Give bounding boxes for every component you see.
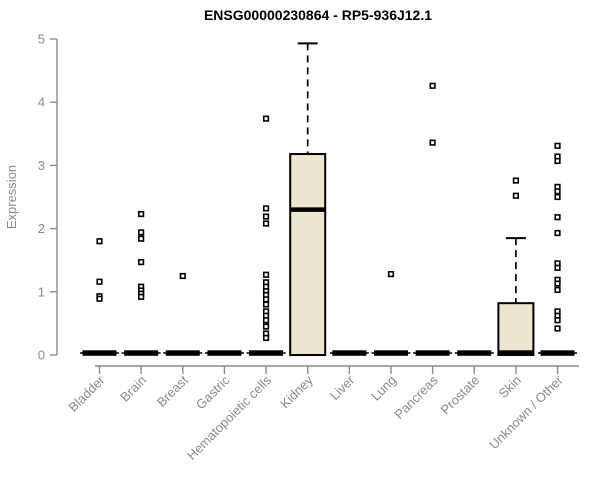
zero-bar xyxy=(540,350,575,356)
outlier-point xyxy=(138,258,145,266)
y-tick-label: 5 xyxy=(38,32,45,47)
zero-bar xyxy=(332,350,367,356)
outlier-point xyxy=(262,323,270,330)
x-tick-label: Unknown / Other xyxy=(486,372,566,452)
y-axis-label: Expression xyxy=(4,165,19,229)
outlier-point xyxy=(554,214,561,221)
outlier-point xyxy=(96,278,103,285)
x-tick-label: Gastric xyxy=(193,372,233,412)
y-tick-label: 0 xyxy=(38,348,45,363)
x-tick-label: Pancreas xyxy=(391,372,441,422)
outlier-point xyxy=(387,271,395,278)
zero-bar xyxy=(373,350,408,356)
outlier-point xyxy=(554,142,561,149)
outlier-point xyxy=(554,280,561,287)
outlier-point xyxy=(262,271,270,278)
outlier-point xyxy=(96,238,103,245)
zero-bar xyxy=(165,350,200,356)
outlier-point xyxy=(262,296,270,303)
x-tick-label: Brain xyxy=(117,373,149,405)
box xyxy=(497,302,535,356)
outlier-point xyxy=(138,293,145,300)
zero-bar xyxy=(457,350,492,356)
zero-bar xyxy=(124,350,159,356)
outlier-point xyxy=(512,177,519,184)
y-tick-label: 2 xyxy=(38,221,45,236)
outlier-point xyxy=(138,235,145,242)
x-tick-label: Bladder xyxy=(65,372,108,415)
outlier-point xyxy=(554,286,561,294)
x-tick-label: Kidney xyxy=(277,372,316,411)
outlier-point xyxy=(138,210,145,218)
outlier-point xyxy=(554,157,561,165)
outlier-point xyxy=(262,334,270,342)
outlier-point xyxy=(554,325,561,332)
outlier-point xyxy=(554,229,561,237)
y-tick-label: 1 xyxy=(38,284,45,299)
outlier-point xyxy=(554,264,561,271)
y-tick-label: 4 xyxy=(38,95,45,110)
outlier-point xyxy=(512,192,519,199)
x-tick-label: Prostate xyxy=(438,373,483,418)
outlier-point xyxy=(429,82,436,89)
x-tick-label: Skin xyxy=(496,373,524,401)
outlier-point xyxy=(262,220,270,227)
outlier-point xyxy=(262,301,270,308)
outlier-point xyxy=(262,213,270,220)
box xyxy=(289,153,327,356)
outlier-point xyxy=(554,193,561,201)
x-tick-label: Liver xyxy=(327,372,358,403)
chart-title: ENSG00000230864 - RP5-936J12.1 xyxy=(204,7,432,23)
y-tick-label: 3 xyxy=(38,158,45,173)
outlier-point xyxy=(262,115,270,122)
x-tick-label: Breast xyxy=(154,372,191,409)
outlier-point xyxy=(429,139,436,146)
median-zero-bar xyxy=(498,350,533,356)
outlier-point xyxy=(554,188,561,195)
outlier-point xyxy=(179,272,186,280)
x-tick-label: Lung xyxy=(368,373,399,404)
outlier-point xyxy=(262,205,270,212)
zero-bar xyxy=(249,350,284,356)
outlier-point xyxy=(554,317,561,324)
outlier-point xyxy=(96,295,103,302)
outlier-point xyxy=(262,317,270,324)
outlier-point xyxy=(138,229,145,236)
zero-bar xyxy=(415,350,450,356)
zero-bar xyxy=(207,350,242,356)
zero-bar xyxy=(82,350,117,356)
